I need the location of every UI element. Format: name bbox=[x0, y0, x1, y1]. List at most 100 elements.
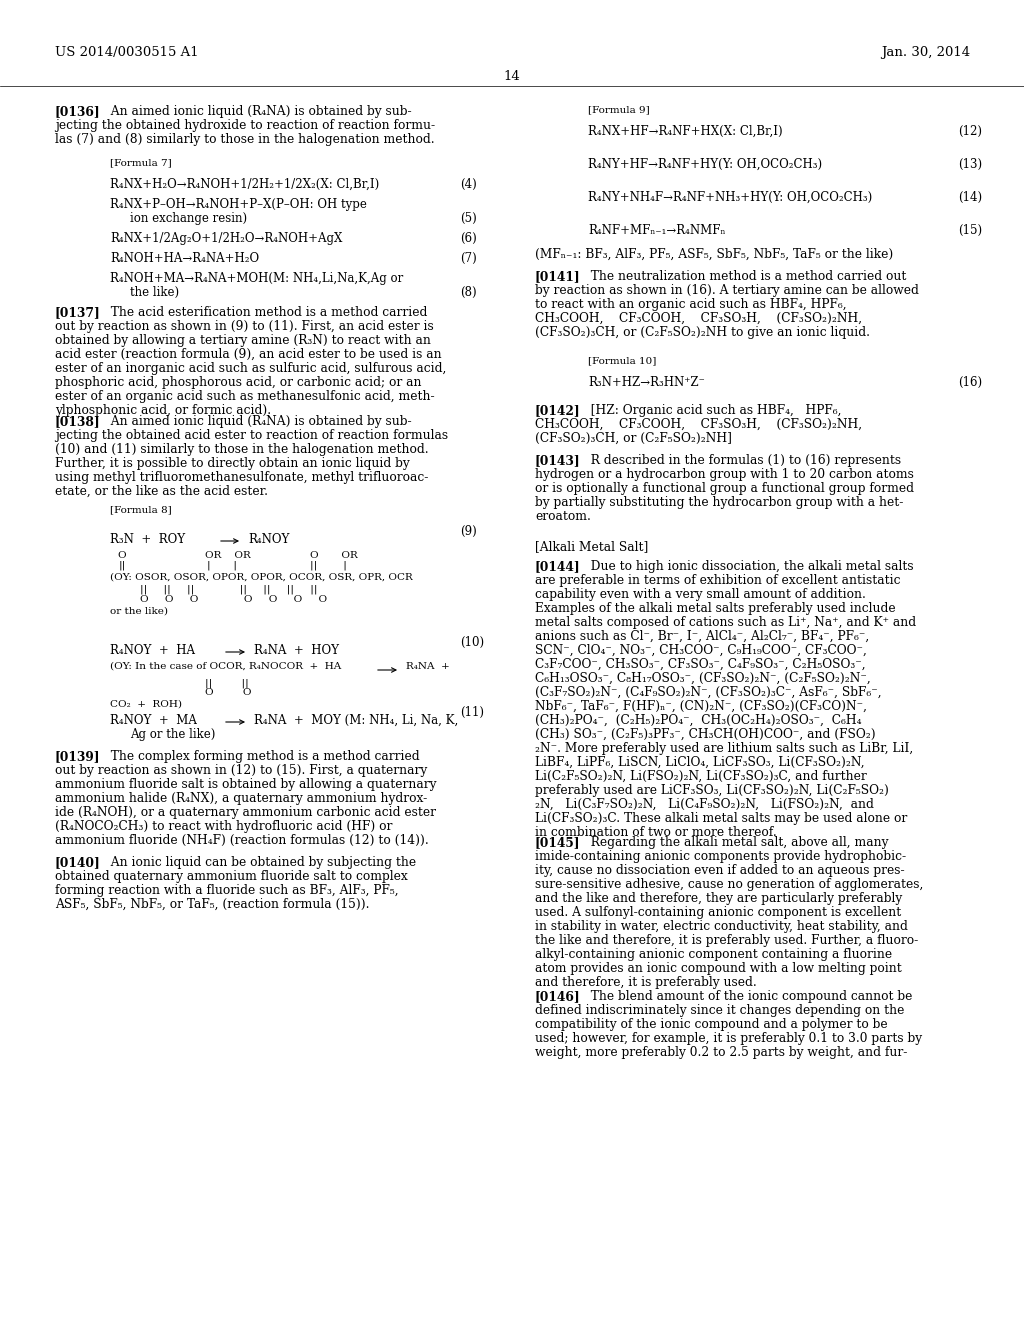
Text: ASF₅, SbF₅, NbF₅, or TaF₅, (reaction formula (15)).: ASF₅, SbF₅, NbF₅, or TaF₅, (reaction for… bbox=[55, 898, 370, 911]
Text: (6): (6) bbox=[460, 232, 477, 246]
Text: R₄NX+1/2Ag₂O+1/2H₂O→R₄NOH+AgX: R₄NX+1/2Ag₂O+1/2H₂O→R₄NOH+AgX bbox=[110, 232, 342, 246]
Text: Li(CF₃SO₂)₃C. These alkali metal salts may be used alone or: Li(CF₃SO₂)₃C. These alkali metal salts m… bbox=[535, 812, 907, 825]
Text: (OY: OSOR, OSOR, OPOR, OPOR, OCOR, OSR, OPR, OCR: (OY: OSOR, OSOR, OPOR, OPOR, OCOR, OSR, … bbox=[110, 573, 413, 582]
Text: NbF₆⁻, TaF₆⁻, F(HF)ₙ⁻, (CN)₂N⁻, (CF₃SO₂)(CF₃CO)N⁻,: NbF₆⁻, TaF₆⁻, F(HF)ₙ⁻, (CN)₂N⁻, (CF₃SO₂)… bbox=[535, 700, 867, 713]
Text: R₄NY+NH₄F→R₄NF+NH₃+HY(Y: OH,OCO₂CH₃): R₄NY+NH₄F→R₄NF+NH₃+HY(Y: OH,OCO₂CH₃) bbox=[588, 191, 872, 205]
Text: R₄NF+MFₙ₋₁→R₄NMFₙ: R₄NF+MFₙ₋₁→R₄NMFₙ bbox=[588, 224, 725, 238]
Text: R₄NY+HF→R₄NF+HY(Y: OH,OCO₂CH₃): R₄NY+HF→R₄NF+HY(Y: OH,OCO₂CH₃) bbox=[588, 158, 822, 172]
Text: weight, more preferably 0.2 to 2.5 parts by weight, and fur-: weight, more preferably 0.2 to 2.5 parts… bbox=[535, 1045, 907, 1059]
Text: [0136]: [0136] bbox=[55, 106, 100, 117]
Text: R₄NA  +  MOY (M: NH₄, Li, Na, K,: R₄NA + MOY (M: NH₄, Li, Na, K, bbox=[254, 714, 459, 727]
Text: defined indiscriminately since it changes depending on the: defined indiscriminately since it change… bbox=[535, 1005, 904, 1016]
Text: (15): (15) bbox=[958, 224, 982, 238]
Text: Li(C₂F₅SO₂)₂N, Li(FSO₂)₂N, Li(CF₃SO₂)₃C, and further: Li(C₂F₅SO₂)₂N, Li(FSO₂)₂N, Li(CF₃SO₂)₃C,… bbox=[535, 770, 866, 783]
Text: ion exchange resin): ion exchange resin) bbox=[130, 213, 247, 224]
Text: Examples of the alkali metal salts preferably used include: Examples of the alkali metal salts prefe… bbox=[535, 602, 896, 615]
Text: [0139]: [0139] bbox=[55, 750, 100, 763]
Text: ity, cause no dissociation even if added to an aqueous pres-: ity, cause no dissociation even if added… bbox=[535, 865, 904, 876]
Text: An ionic liquid can be obtained by subjecting the: An ionic liquid can be obtained by subje… bbox=[103, 855, 416, 869]
Text: [0143]: [0143] bbox=[535, 454, 581, 467]
Text: CH₃COOH,    CF₃COOH,    CF₃SO₃H,    (CF₃SO₂)₂NH,: CH₃COOH, CF₃COOH, CF₃SO₃H, (CF₃SO₂)₂NH, bbox=[535, 418, 862, 432]
Text: The acid esterification method is a method carried: The acid esterification method is a meth… bbox=[103, 306, 427, 319]
Text: [0140]: [0140] bbox=[55, 855, 100, 869]
Text: SCN⁻, ClO₄⁻, NO₃⁻, CH₃COO⁻, C₉H₁₉COO⁻, CF₃COO⁻,: SCN⁻, ClO₄⁻, NO₃⁻, CH₃COO⁻, C₉H₁₉COO⁻, C… bbox=[535, 644, 867, 657]
Text: Further, it is possible to directly obtain an ionic liquid by: Further, it is possible to directly obta… bbox=[55, 457, 410, 470]
Text: [0137]: [0137] bbox=[55, 306, 100, 319]
Text: (14): (14) bbox=[958, 191, 982, 205]
Text: Jan. 30, 2014: Jan. 30, 2014 bbox=[881, 46, 970, 59]
Text: [Formula 9]: [Formula 9] bbox=[588, 106, 650, 114]
Text: preferably used are LiCF₃SO₃, Li(CF₃SO₂)₂N, Li(C₂F₅SO₂): preferably used are LiCF₃SO₃, Li(CF₃SO₂)… bbox=[535, 784, 889, 797]
Text: 14: 14 bbox=[504, 70, 520, 83]
Text: R₄NX+H₂O→R₄NOH+1/2H₂+1/2X₂(X: Cl,Br,I): R₄NX+H₂O→R₄NOH+1/2H₂+1/2X₂(X: Cl,Br,I) bbox=[110, 178, 379, 191]
Text: (CH₃)₂PO₄⁻,  (C₂H₅)₂PO₄⁻,  CH₃(OC₂H₄)₂OSO₃⁻,  C₆H₄: (CH₃)₂PO₄⁻, (C₂H₅)₂PO₄⁻, CH₃(OC₂H₄)₂OSO₃… bbox=[535, 714, 861, 727]
Text: (10): (10) bbox=[460, 636, 484, 649]
Text: [Formula 10]: [Formula 10] bbox=[588, 356, 656, 366]
Text: by partially substituting the hydrocarbon group with a het-: by partially substituting the hydrocarbo… bbox=[535, 496, 903, 510]
Text: las (7) and (8) similarly to those in the halogenation method.: las (7) and (8) similarly to those in th… bbox=[55, 133, 434, 147]
Text: ₂N,   Li(C₃F₇SO₂)₂N,   Li(C₄F₉SO₂)₂N,   Li(FSO₂)₂N,  and: ₂N, Li(C₃F₇SO₂)₂N, Li(C₄F₉SO₂)₂N, Li(FSO… bbox=[535, 799, 873, 810]
Text: alkyl-containing anionic component containing a fluorine: alkyl-containing anionic component conta… bbox=[535, 948, 892, 961]
Text: OR    OR: OR OR bbox=[205, 550, 251, 560]
Text: out by reaction as shown in (9) to (11). First, an acid ester is: out by reaction as shown in (9) to (11).… bbox=[55, 319, 434, 333]
Text: in combination of two or more thereof.: in combination of two or more thereof. bbox=[535, 826, 777, 840]
Text: O         O: O O bbox=[205, 688, 252, 697]
Text: (CH₃) SO₃⁻, (C₂F₅)₃PF₃⁻, CH₃CH(OH)COO⁻, and (FSO₂): (CH₃) SO₃⁻, (C₂F₅)₃PF₃⁻, CH₃CH(OH)COO⁻, … bbox=[535, 729, 876, 741]
Text: CH₃COOH,    CF₃COOH,    CF₃SO₃H,    (CF₃SO₂)₂NH,: CH₃COOH, CF₃COOH, CF₃SO₃H, (CF₃SO₂)₂NH, bbox=[535, 312, 862, 325]
Text: (CF₃SO₂)₃CH, or (C₂F₅SO₂)₂NH]: (CF₃SO₂)₃CH, or (C₂F₅SO₂)₂NH] bbox=[535, 432, 732, 445]
Text: R₄NOH+MA→R₄NA+MOH(M: NH₄,Li,Na,K,Ag or: R₄NOH+MA→R₄NA+MOH(M: NH₄,Li,Na,K,Ag or bbox=[110, 272, 403, 285]
Text: (13): (13) bbox=[958, 158, 982, 172]
Text: are preferable in terms of exhibition of excellent antistatic: are preferable in terms of exhibition of… bbox=[535, 574, 900, 587]
Text: [0145]: [0145] bbox=[535, 836, 581, 849]
Text: ylphosphonic acid, or formic acid).: ylphosphonic acid, or formic acid). bbox=[55, 404, 271, 417]
Text: (4): (4) bbox=[460, 178, 477, 191]
Text: etate, or the like as the acid ester.: etate, or the like as the acid ester. bbox=[55, 484, 268, 498]
Text: jecting the obtained hydroxide to reaction of reaction formu-: jecting the obtained hydroxide to reacti… bbox=[55, 119, 435, 132]
Text: [0141]: [0141] bbox=[535, 271, 581, 282]
Text: [Formula 8]: [Formula 8] bbox=[110, 506, 172, 513]
Text: O       OR: O OR bbox=[310, 550, 357, 560]
Text: (5): (5) bbox=[460, 213, 477, 224]
Text: (MFₙ₋₁: BF₃, AlF₃, PF₅, ASF₅, SbF₅, NbF₅, TaF₅ or the like): (MFₙ₋₁: BF₃, AlF₃, PF₅, ASF₅, SbF₅, NbF₅… bbox=[535, 248, 893, 261]
Text: The neutralization method is a method carried out: The neutralization method is a method ca… bbox=[583, 271, 906, 282]
Text: [0138]: [0138] bbox=[55, 414, 100, 428]
Text: The complex forming method is a method carried: The complex forming method is a method c… bbox=[103, 750, 420, 763]
Text: [Formula 7]: [Formula 7] bbox=[110, 158, 172, 168]
Text: R₄NOY  +  MA: R₄NOY + MA bbox=[110, 714, 197, 727]
Text: CO₂  +  ROH): CO₂ + ROH) bbox=[110, 700, 182, 709]
Text: (7): (7) bbox=[460, 252, 477, 265]
Text: in stability in water, electric conductivity, heat stability, and: in stability in water, electric conducti… bbox=[535, 920, 908, 933]
Text: (10) and (11) similarly to those in the halogenation method.: (10) and (11) similarly to those in the … bbox=[55, 444, 429, 455]
Text: imide-containing anionic components provide hydrophobic-: imide-containing anionic components prov… bbox=[535, 850, 906, 863]
Text: R₄NOY  +  HA: R₄NOY + HA bbox=[110, 644, 195, 657]
Text: R described in the formulas (1) to (16) represents: R described in the formulas (1) to (16) … bbox=[583, 454, 901, 467]
Text: (16): (16) bbox=[958, 376, 982, 389]
Text: (9): (9) bbox=[460, 525, 477, 539]
Text: ||     ||     ||              ||     ||     ||     ||: || || || || || || || bbox=[140, 585, 317, 594]
Text: ||        |: || | bbox=[310, 560, 347, 569]
Text: (8): (8) bbox=[460, 286, 476, 300]
Text: the like and therefore, it is preferably used. Further, a fluoro-: the like and therefore, it is preferably… bbox=[535, 935, 919, 946]
Text: LiBF₄, LiPF₆, LiSCN, LiClO₄, LiCF₃SO₃, Li(CF₃SO₂)₂N,: LiBF₄, LiPF₆, LiSCN, LiClO₄, LiCF₃SO₃, L… bbox=[535, 756, 864, 770]
Text: An aimed ionic liquid (R₄NA) is obtained by sub-: An aimed ionic liquid (R₄NA) is obtained… bbox=[103, 106, 412, 117]
Text: [0142]: [0142] bbox=[535, 404, 581, 417]
Text: (R₄NOCO₂CH₃) to react with hydrofluoric acid (HF) or: (R₄NOCO₂CH₃) to react with hydrofluoric … bbox=[55, 820, 392, 833]
Text: ester of an inorganic acid such as sulfuric acid, sulfurous acid,: ester of an inorganic acid such as sulfu… bbox=[55, 362, 446, 375]
Text: (CF₃SO₂)₃CH, or (C₂F₅SO₂)₂NH to give an ionic liquid.: (CF₃SO₂)₃CH, or (C₂F₅SO₂)₂NH to give an … bbox=[535, 326, 870, 339]
Text: ester of an organic acid such as methanesulfonic acid, meth-: ester of an organic acid such as methane… bbox=[55, 389, 434, 403]
Text: C₃F₇COO⁻, CH₃SO₃⁻, CF₃SO₃⁻, C₄F₉SO₃⁻, C₂H₅OSO₃⁻,: C₃F₇COO⁻, CH₃SO₃⁻, CF₃SO₃⁻, C₄F₉SO₃⁻, C₂… bbox=[535, 657, 865, 671]
Text: Due to high ionic dissociation, the alkali metal salts: Due to high ionic dissociation, the alka… bbox=[583, 560, 913, 573]
Text: C₆H₁₃OSO₃⁻, C₈H₁₇OSO₃⁻, (CF₃SO₂)₂N⁻, (C₂F₅SO₂)₂N⁻,: C₆H₁₃OSO₃⁻, C₈H₁₇OSO₃⁻, (CF₃SO₂)₂N⁻, (C₂… bbox=[535, 672, 870, 685]
Text: eroatom.: eroatom. bbox=[535, 510, 591, 523]
Text: (11): (11) bbox=[460, 706, 484, 719]
Text: metal salts composed of cations such as Li⁺, Na⁺, and K⁺ and: metal salts composed of cations such as … bbox=[535, 616, 916, 630]
Text: atom provides an ionic compound with a low melting point: atom provides an ionic compound with a l… bbox=[535, 962, 902, 975]
Text: R₄NX+P–OH→R₄NOH+P–X(P–OH: OH type: R₄NX+P–OH→R₄NOH+P–X(P–OH: OH type bbox=[110, 198, 367, 211]
Text: ||         ||: || || bbox=[205, 678, 249, 688]
Text: US 2014/0030515 A1: US 2014/0030515 A1 bbox=[55, 46, 199, 59]
Text: [Alkali Metal Salt]: [Alkali Metal Salt] bbox=[535, 540, 648, 553]
Text: An aimed ionic liquid (R₄NA) is obtained by sub-: An aimed ionic liquid (R₄NA) is obtained… bbox=[103, 414, 412, 428]
Text: the like): the like) bbox=[130, 286, 179, 300]
Text: and therefore, it is preferably used.: and therefore, it is preferably used. bbox=[535, 975, 757, 989]
Text: ide (R₄NOH), or a quaternary ammonium carbonic acid ester: ide (R₄NOH), or a quaternary ammonium ca… bbox=[55, 807, 436, 818]
